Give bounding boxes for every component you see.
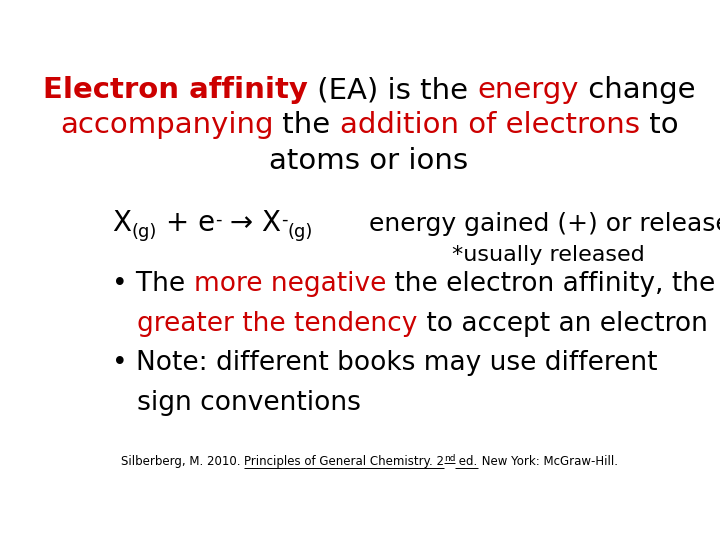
Text: energy gained (+) or released (-): energy gained (+) or released (-) (369, 212, 720, 236)
Text: to: to (639, 111, 678, 139)
Text: the: the (274, 111, 340, 139)
Text: New York: McGraw-Hill.: New York: McGraw-Hill. (477, 455, 618, 468)
Text: more negative: more negative (194, 272, 386, 298)
Text: + e: + e (157, 209, 215, 237)
Text: sign conventions: sign conventions (112, 390, 361, 416)
Text: (g): (g) (288, 223, 313, 241)
Text: Silberberg, M. 2010.: Silberberg, M. 2010. (120, 455, 244, 468)
Text: • The: • The (112, 272, 194, 298)
Text: (g): (g) (131, 223, 157, 241)
Text: → X: → X (221, 209, 282, 237)
Text: (EA) is the: (EA) is the (308, 76, 477, 104)
Text: atoms or ions: atoms or ions (269, 147, 469, 175)
Text: ed.: ed. (455, 455, 477, 468)
Text: greater the tendency: greater the tendency (138, 311, 418, 337)
Text: *usually released: *usually released (452, 245, 645, 265)
Text: energy: energy (477, 76, 579, 104)
Text: -: - (215, 211, 221, 229)
Text: to accept an electron: to accept an electron (418, 311, 708, 337)
Text: Principles of General Chemistry. 2: Principles of General Chemistry. 2 (244, 455, 444, 468)
Text: X: X (112, 209, 131, 237)
Text: addition of electrons: addition of electrons (340, 111, 639, 139)
Text: • Note: different books may use different: • Note: different books may use differen… (112, 350, 658, 376)
Text: nd: nd (444, 454, 455, 463)
Text: change: change (579, 76, 695, 104)
Text: -: - (282, 211, 288, 229)
Text: Electron affinity: Electron affinity (43, 76, 308, 104)
Text: the electron affinity, the: the electron affinity, the (386, 272, 716, 298)
Text: accompanying: accompanying (60, 111, 274, 139)
